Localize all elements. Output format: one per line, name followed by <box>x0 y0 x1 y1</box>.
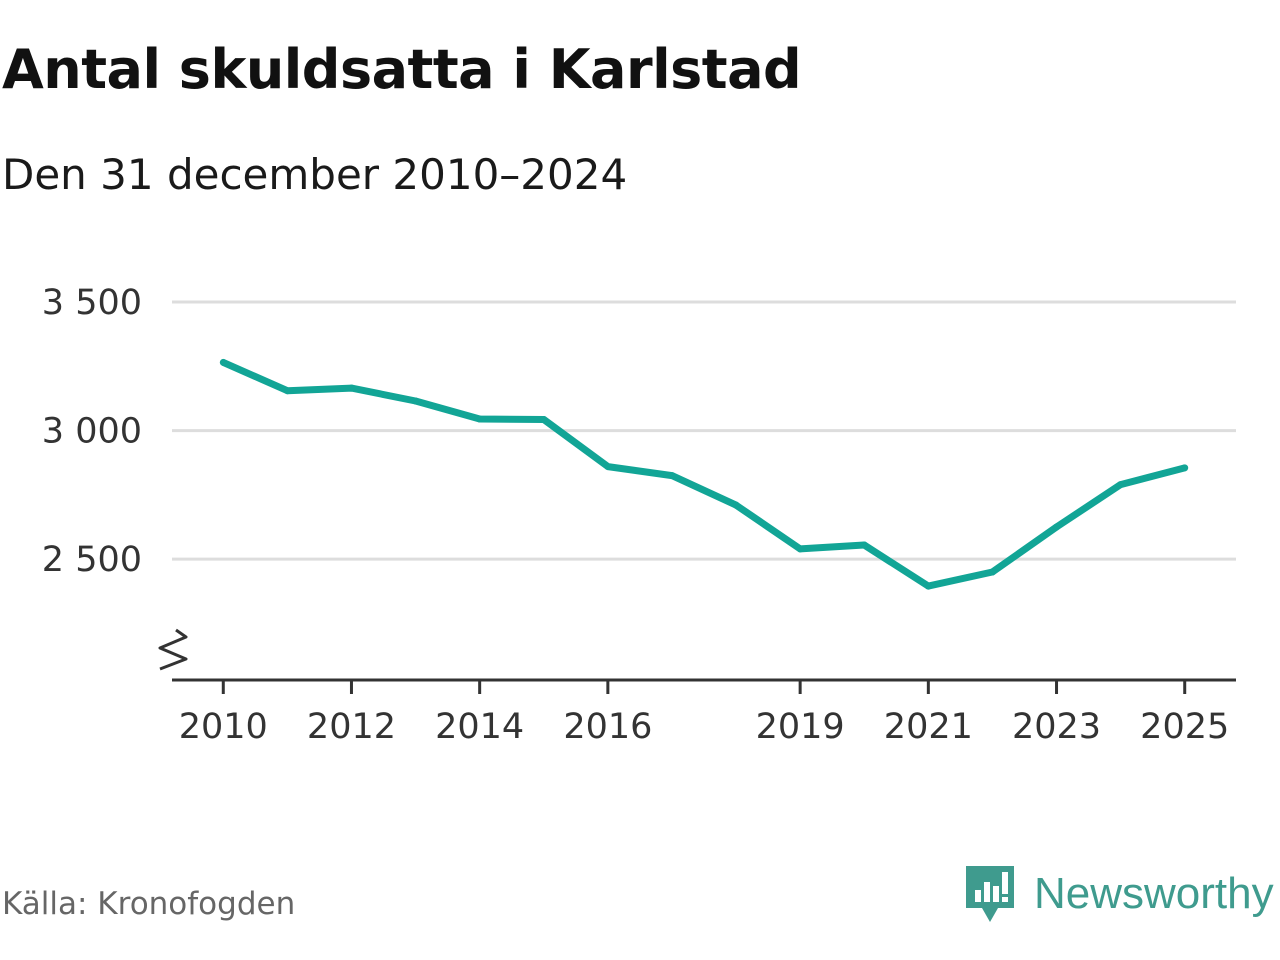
data-point <box>347 384 355 392</box>
x-axis-labels: 2010 2012 2014 2016 2019 2021 2023 2025 <box>179 707 1230 747</box>
gridlines <box>172 300 1236 561</box>
data-point <box>1117 481 1125 489</box>
brand-name: Newsworthy <box>1034 869 1274 918</box>
data-point <box>604 463 612 471</box>
data-point <box>219 358 227 366</box>
data-point <box>796 545 804 553</box>
axis-break-icon <box>158 628 188 671</box>
series-layer <box>219 358 1189 590</box>
brand-logo: Newsworthy <box>964 864 1274 924</box>
y-tick-label: 2 500 <box>42 540 142 580</box>
data-point <box>1053 523 1061 531</box>
series-line <box>221 359 1186 590</box>
chart-subtitle: Den 31 december 2010–2024 <box>2 150 628 199</box>
data-point <box>1181 464 1189 472</box>
y-axis-labels: 2 500 3 000 3 500 <box>42 283 142 580</box>
data-point <box>412 397 420 405</box>
x-tick-label: 2021 <box>884 707 973 747</box>
x-tick-label: 2012 <box>307 707 396 747</box>
chart-title: Antal skuldsatta i Karlstad <box>2 38 802 101</box>
source-note: Källa: Kronofogden <box>2 886 296 922</box>
x-tick-label: 2014 <box>435 707 524 747</box>
data-point <box>668 472 676 480</box>
x-tick-label: 2010 <box>179 707 268 747</box>
data-point <box>988 568 996 576</box>
data-point <box>540 416 548 424</box>
y-tick-label: 3 500 <box>42 283 142 323</box>
data-point <box>283 387 291 395</box>
x-tick-label: 2023 <box>1012 707 1101 747</box>
y-tick-label: 3 000 <box>42 412 142 452</box>
data-point <box>476 415 484 423</box>
newsworthy-logo-icon <box>966 866 1014 922</box>
data-point <box>860 541 868 549</box>
data-point <box>924 582 932 590</box>
x-tick-label: 2019 <box>756 707 845 747</box>
data-point <box>732 501 740 509</box>
x-tick-label: 2025 <box>1140 707 1229 747</box>
x-tick-label: 2016 <box>563 707 652 747</box>
x-axis <box>158 628 1236 694</box>
